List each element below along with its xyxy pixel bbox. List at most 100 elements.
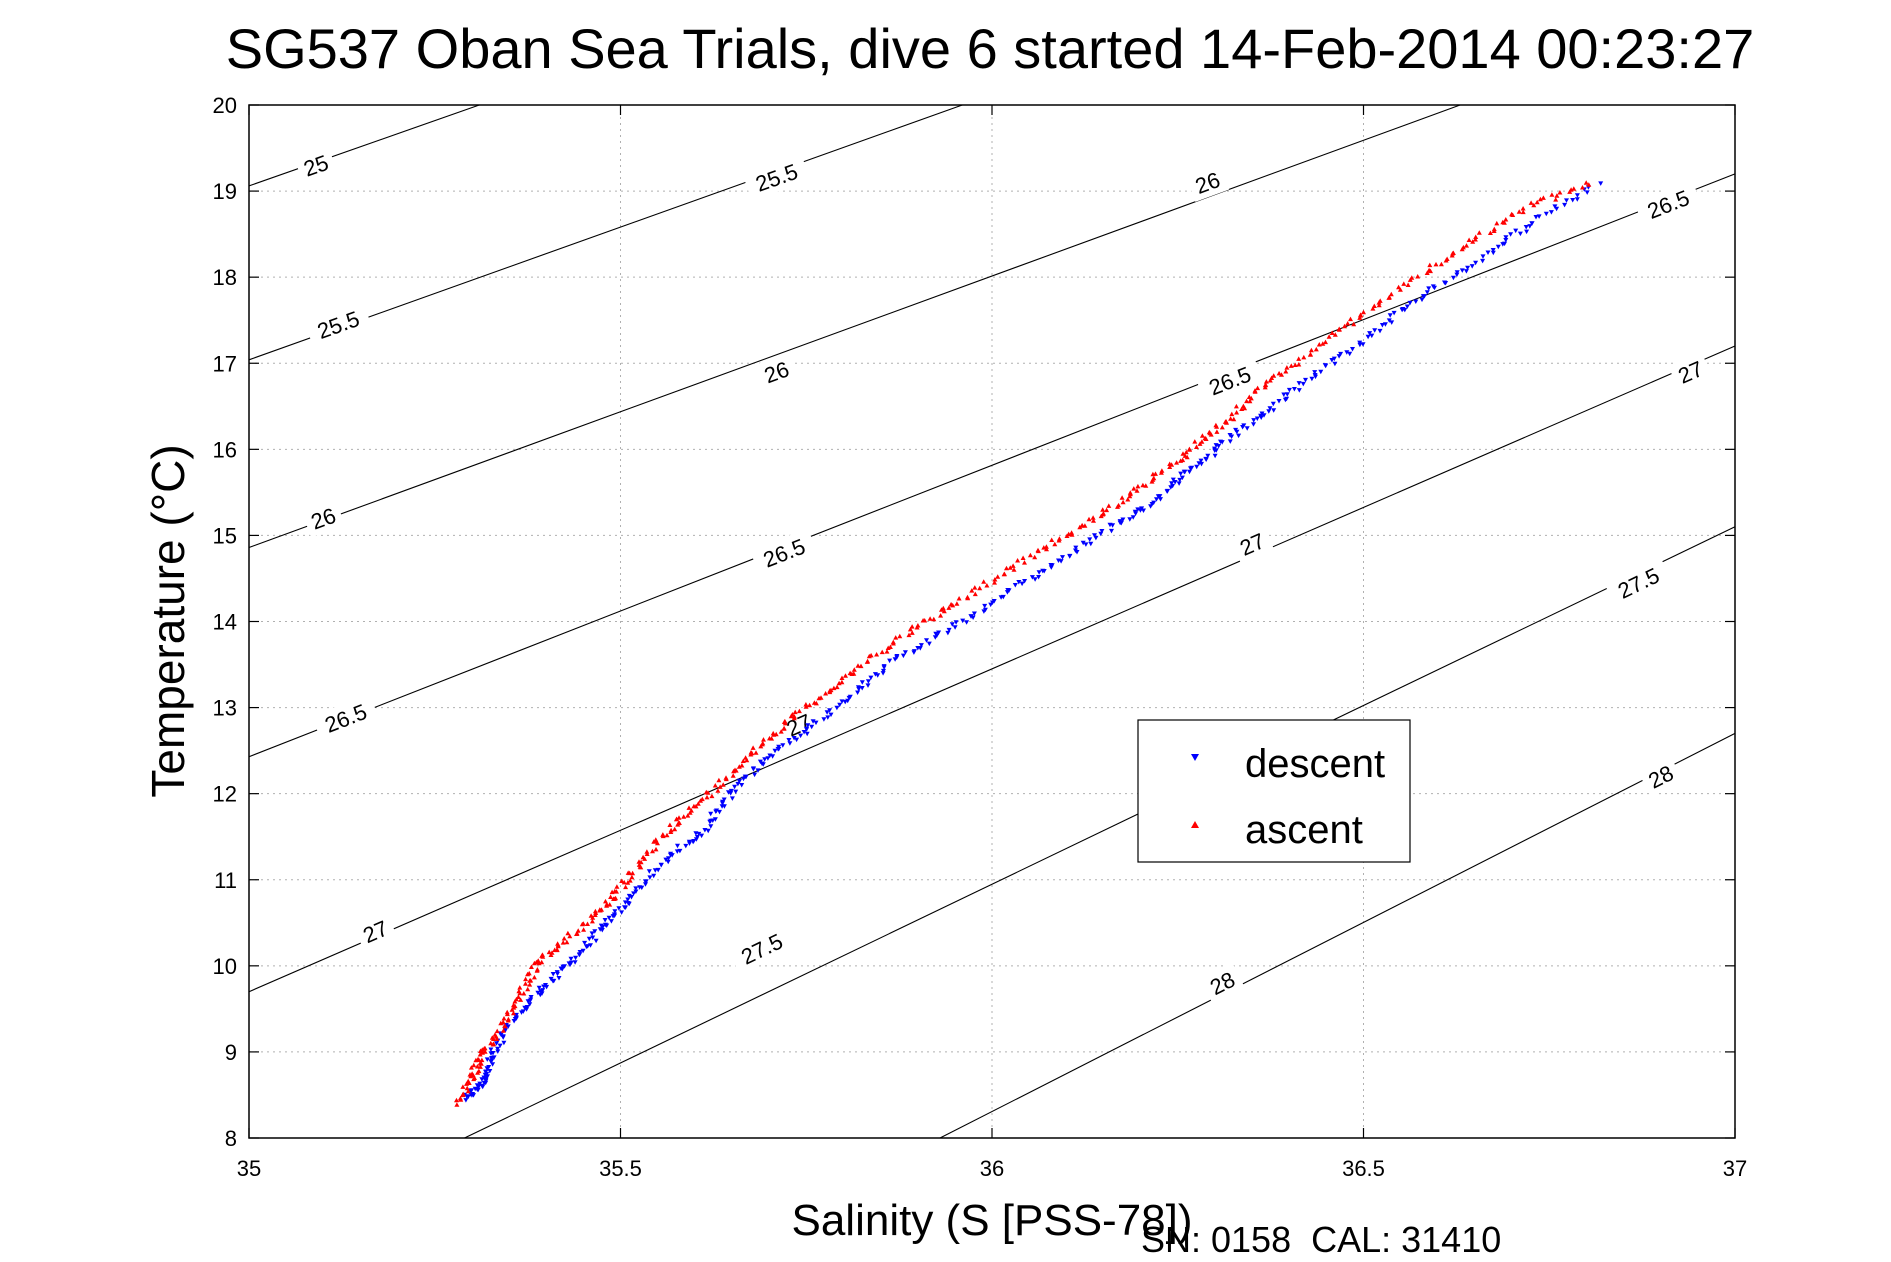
descent-point <box>924 638 929 643</box>
descent-point <box>1463 269 1469 274</box>
descent-point <box>502 1028 508 1033</box>
ascent-point <box>781 726 787 731</box>
descent-point <box>491 1055 497 1060</box>
descent-point <box>1270 401 1276 407</box>
ascent-point <box>501 1016 507 1021</box>
ascent-point <box>717 784 723 789</box>
ascent-point <box>585 921 590 926</box>
ascent-point <box>1580 185 1585 190</box>
descent-point <box>733 789 739 795</box>
ascent-point <box>1267 378 1273 383</box>
ascent-point <box>1159 468 1165 473</box>
descent-point <box>1387 313 1393 318</box>
ascent-point <box>1288 363 1294 368</box>
ascent-point <box>552 947 558 952</box>
descent-point <box>1485 250 1491 255</box>
ascent-point <box>1174 460 1180 465</box>
descent-point <box>859 686 865 691</box>
ascent-point <box>539 959 545 965</box>
descent-point <box>528 997 534 1002</box>
descent-point <box>721 804 727 809</box>
y-tick-label-8: 16 <box>213 437 237 462</box>
ascent-point <box>1135 483 1141 489</box>
descent-point <box>1350 347 1355 352</box>
descent-point <box>1281 392 1287 397</box>
x-axis-label: Salinity (S [PSS-78]) <box>791 1196 1192 1245</box>
descent-point <box>1329 358 1335 363</box>
ascent-point <box>839 675 845 680</box>
y-tick-label-4: 12 <box>213 782 237 807</box>
descent-point <box>577 952 583 957</box>
isopycnal-line-28 <box>939 732 1736 1139</box>
isopycnal-line-27-5 <box>464 526 1736 1139</box>
descent-point <box>1524 229 1530 235</box>
descent-point <box>900 653 906 659</box>
ascent-point <box>531 974 537 980</box>
contour-label-halo <box>776 704 821 745</box>
descent-point <box>612 909 618 914</box>
ascent-point <box>1167 461 1173 466</box>
descent-point <box>1367 331 1373 336</box>
descent-point <box>584 944 589 950</box>
descent-point <box>475 1087 481 1093</box>
contour-label-5: 26 <box>301 498 346 538</box>
ascent-point <box>686 805 692 810</box>
descent-point <box>1357 342 1363 348</box>
ascent-point <box>1219 424 1225 430</box>
contour-label-halo <box>1185 163 1230 202</box>
descent-point <box>765 756 771 761</box>
ascent-point <box>477 1060 483 1066</box>
ascent-point <box>454 1097 459 1103</box>
descent-point <box>1172 480 1178 485</box>
ascent-point <box>1476 230 1482 235</box>
ascent-point <box>653 839 659 844</box>
ascent-point <box>627 878 633 883</box>
descent-point <box>639 885 645 891</box>
descent-point <box>463 1098 469 1103</box>
ascent-point <box>1020 555 1026 560</box>
descent-point <box>642 879 648 884</box>
descent-point <box>1391 310 1397 316</box>
descent-point <box>787 741 793 746</box>
descent-point <box>520 1009 526 1014</box>
descent-point <box>556 976 562 981</box>
ascent-point <box>1401 281 1407 286</box>
ascent-point <box>761 737 766 742</box>
ascent-point <box>828 687 834 693</box>
descent-point <box>1598 181 1604 186</box>
contour-label-halo <box>1634 179 1703 229</box>
ascent-point <box>1213 422 1219 428</box>
ascent-point <box>995 574 1001 579</box>
descent-point <box>488 1047 494 1052</box>
descent-point <box>1258 415 1264 420</box>
contour-label-halo <box>1668 351 1713 392</box>
ascent-point <box>1460 244 1466 250</box>
ascent-point <box>494 1028 500 1034</box>
ascent-point <box>1549 192 1555 197</box>
x-tick-label-0: 35 <box>237 1156 261 1181</box>
ascent-point <box>712 783 718 788</box>
descent-point <box>1296 381 1302 386</box>
descent-point <box>616 906 622 911</box>
ascent-point <box>887 644 893 649</box>
ascent-point <box>528 964 534 969</box>
ascent-point <box>922 618 928 623</box>
ascent-point <box>796 708 802 714</box>
descent-point <box>1227 433 1233 438</box>
descent-point <box>1139 506 1145 511</box>
descent-point <box>699 833 705 839</box>
descent-point <box>490 1062 496 1067</box>
ascent-point <box>946 605 952 610</box>
ascent-point <box>954 601 960 606</box>
descent-point <box>1469 264 1475 269</box>
descent-point <box>1357 340 1363 346</box>
ascent-point <box>1450 250 1456 255</box>
ascent-point <box>915 623 921 628</box>
descent-point <box>1012 583 1018 588</box>
descent-point <box>786 738 792 743</box>
ascent-point <box>1557 190 1563 195</box>
ascent-point <box>460 1084 466 1089</box>
ascent-point <box>992 580 997 585</box>
descent-point <box>1259 411 1265 416</box>
contour-label-halo <box>742 153 811 201</box>
